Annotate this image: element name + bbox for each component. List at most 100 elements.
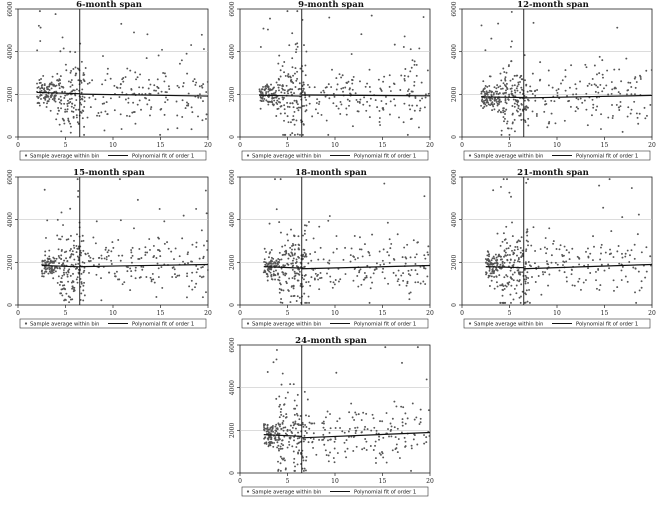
bin-average-point — [274, 178, 276, 181]
bin-average-point — [634, 93, 636, 96]
bin-average-point — [121, 283, 124, 286]
bin-average-point — [84, 252, 87, 255]
bin-average-point — [524, 265, 526, 268]
bin-average-point — [486, 85, 489, 88]
legend-entry-fit: Polynomial fit of order 1 — [132, 153, 194, 159]
bin-average-point — [302, 456, 304, 459]
bin-average-point — [527, 178, 529, 181]
bin-average-point — [131, 261, 133, 264]
bin-average-point — [486, 258, 489, 261]
bin-average-point — [182, 260, 184, 263]
fit-line-right — [301, 431, 431, 439]
bin-average-point — [410, 447, 413, 450]
bin-average-point — [295, 51, 297, 54]
bin-average-point — [275, 81, 278, 84]
bin-average-point — [505, 71, 508, 74]
bin-average-point — [92, 257, 95, 260]
bin-average-point — [77, 247, 80, 250]
fit-line-right — [301, 264, 431, 270]
bin-average-point — [527, 244, 529, 247]
bin-average-point — [513, 261, 516, 264]
bin-average-point — [53, 257, 56, 260]
bin-average-point — [602, 76, 604, 79]
bin-average-point — [56, 72, 59, 75]
bin-average-point — [502, 178, 505, 181]
bin-average-point — [495, 100, 498, 103]
bin-average-point — [496, 97, 499, 100]
bin-average-point — [513, 249, 516, 252]
bin-average-point — [592, 106, 595, 109]
bin-average-point — [495, 92, 498, 95]
bin-average-point — [290, 295, 293, 298]
bin-average-point — [100, 299, 103, 302]
bin-average-point — [298, 449, 301, 452]
bin-average-point — [419, 417, 422, 420]
bin-average-point — [282, 444, 285, 447]
bin-average-point — [80, 111, 83, 114]
bin-average-point — [349, 260, 352, 263]
bin-average-point — [63, 299, 66, 302]
bin-average-point — [327, 454, 330, 457]
bin-average-point — [307, 83, 309, 86]
legend-entry-fit: Polynomial fit of order 1 — [132, 321, 194, 327]
bin-average-point — [422, 16, 425, 18]
bin-average-point — [546, 126, 549, 129]
bin-average-point — [547, 263, 550, 266]
y-tick-label: 6000 — [229, 169, 236, 184]
bin-average-point — [266, 84, 269, 87]
bin-average-point — [505, 86, 508, 89]
bin-average-point — [414, 256, 417, 259]
bin-average-point — [103, 129, 106, 132]
bin-average-point — [266, 430, 269, 433]
bin-average-point — [159, 255, 162, 258]
bin-average-point — [546, 247, 549, 250]
bin-average-point — [400, 405, 403, 408]
y-tick-label: 2000 — [229, 255, 236, 270]
bin-average-point — [524, 261, 527, 264]
bin-average-point — [288, 44, 291, 47]
bin-average-point — [617, 91, 620, 94]
bin-average-point — [510, 10, 513, 13]
bin-average-point — [157, 92, 160, 95]
bin-average-point — [366, 82, 369, 85]
panel-title: 6-month span — [76, 0, 142, 10]
bin-average-point — [302, 234, 304, 237]
bin-average-point — [117, 278, 119, 281]
bin-average-point — [515, 109, 518, 112]
bin-average-point — [489, 261, 492, 264]
bin-average-point — [513, 118, 516, 121]
bin-average-point — [176, 84, 179, 87]
bin-average-point — [486, 92, 488, 95]
bin-average-point — [526, 90, 529, 93]
bin-average-point — [200, 229, 203, 232]
bin-average-point — [408, 92, 411, 95]
bin-average-point — [151, 272, 154, 275]
bin-average-point — [160, 107, 163, 110]
bin-average-point — [187, 104, 190, 107]
bin-average-point — [528, 301, 531, 304]
bin-average-point — [158, 250, 161, 253]
bin-average-point — [579, 97, 582, 100]
bin-average-point — [483, 90, 486, 93]
bin-average-point — [280, 428, 283, 430]
bin-average-point — [507, 98, 510, 101]
bin-average-point — [398, 116, 400, 119]
bin-average-point — [157, 86, 160, 89]
bin-average-point — [272, 257, 275, 260]
bin-average-point — [39, 94, 42, 97]
bin-average-point — [292, 118, 295, 121]
bin-average-point — [499, 263, 502, 266]
bin-average-point — [291, 265, 294, 268]
bin-average-point — [638, 289, 641, 292]
bin-average-point — [575, 87, 578, 90]
bin-average-point — [485, 90, 488, 93]
bin-average-point — [527, 124, 530, 127]
legend-entry-points: Sample average within bin — [474, 153, 543, 159]
y-tick-label: 0 — [229, 135, 236, 139]
bin-average-point — [133, 111, 136, 113]
bin-average-point — [345, 113, 348, 116]
bin-average-point — [489, 104, 492, 107]
bin-average-point — [98, 263, 101, 266]
bin-average-point — [393, 426, 396, 429]
bin-average-point — [619, 101, 622, 103]
